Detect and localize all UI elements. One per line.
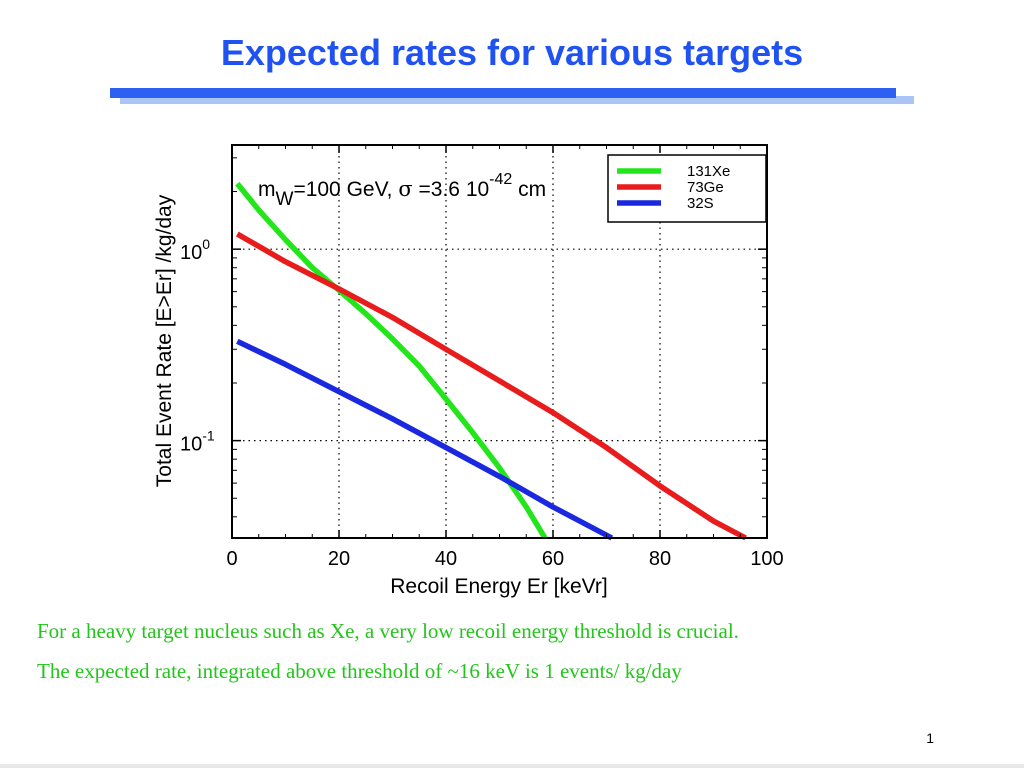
plot-annotation: mW=100 GeV, σ =3.6 10-42 cm xyxy=(258,171,546,210)
annotation-mid: =100 GeV, xyxy=(293,178,398,201)
x-tick-label: 60 xyxy=(542,548,564,570)
annotation-sigma: σ xyxy=(398,177,412,201)
grid-lines xyxy=(232,145,767,538)
annotation-eq: =3.6 10 xyxy=(413,178,489,201)
series-line-32S xyxy=(236,338,614,541)
x-tick-label: 20 xyxy=(328,548,350,570)
y-tick-label: 10-1 xyxy=(180,428,215,456)
legend-label-32S: 32S xyxy=(687,195,714,212)
x-tick-label: 0 xyxy=(226,548,237,570)
legend-label-73Ge: 73Ge xyxy=(687,179,724,196)
caption-line-2: The expected rate, integrated above thre… xyxy=(37,659,682,683)
title-underline xyxy=(110,88,896,98)
legend-label-131Xe: 131Xe xyxy=(687,163,730,180)
y-axis-label: Total Event Rate [E>Er] /kg/day xyxy=(153,194,176,487)
annotation-unit: cm xyxy=(512,178,546,201)
page-number: 1 xyxy=(926,730,934,746)
series-line-131Xe xyxy=(235,181,548,540)
title-underline-shadow xyxy=(120,96,914,104)
series-line-73Ge xyxy=(235,231,747,541)
annotation-m-sub: W xyxy=(276,189,294,210)
annotation-exp: -42 xyxy=(489,171,512,188)
y-tick-label: 100 xyxy=(180,236,210,264)
caption-line-1: For a heavy target nucleus such as Xe, a… xyxy=(37,619,739,643)
annotation-m: m xyxy=(258,178,276,201)
x-axis-label: Recoil Energy Er [keVr] xyxy=(390,575,607,598)
y-tick-labels: 100 10-1 xyxy=(180,236,215,455)
x-tick-label: 40 xyxy=(435,548,457,570)
slide-title: Expected rates for various targets xyxy=(220,32,804,73)
bottom-rule xyxy=(0,764,1024,768)
series-lines xyxy=(235,181,747,541)
x-tick-label: 80 xyxy=(649,548,671,570)
x-tick-label: 100 xyxy=(750,548,783,570)
x-tick-labels: 0 20 40 60 80 100 xyxy=(226,548,783,570)
